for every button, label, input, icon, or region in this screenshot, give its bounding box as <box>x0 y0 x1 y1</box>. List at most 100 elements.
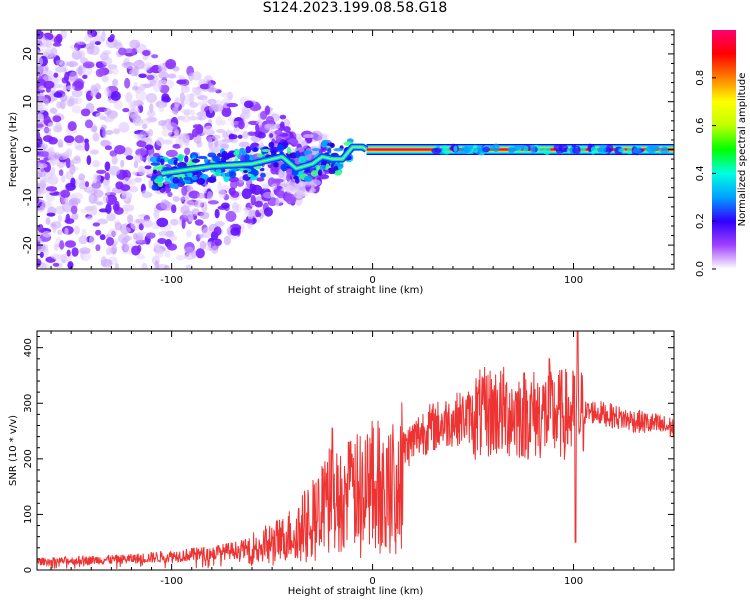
band-speckle <box>471 144 479 154</box>
noise-blob <box>164 265 170 269</box>
noise-blob <box>52 262 60 267</box>
ridge-blob <box>233 151 240 156</box>
band-speckle <box>453 145 458 152</box>
noise-blob <box>136 253 146 260</box>
noise-blob <box>230 227 240 236</box>
noise-blob <box>74 155 81 161</box>
noise-blob <box>166 243 178 251</box>
noise-blob <box>38 85 46 91</box>
snr-x-tick-label: 100 <box>564 576 583 587</box>
noise-blob <box>266 116 275 124</box>
noise-blob <box>209 103 214 114</box>
noise-blob <box>128 186 139 193</box>
noise-blob <box>160 199 170 210</box>
noise-blob <box>262 184 269 190</box>
noise-blob <box>228 134 238 140</box>
spectrogram-x-tick-label: 0 <box>369 275 375 286</box>
noise-blob <box>120 184 131 192</box>
noise-blob <box>39 251 44 258</box>
noise-blob <box>303 133 314 139</box>
noise-blob <box>52 115 62 123</box>
noise-blob <box>136 231 148 236</box>
noise-blob <box>37 184 41 194</box>
noise-blob <box>167 191 173 197</box>
band-speckle <box>488 145 496 151</box>
noise-blob <box>159 84 170 94</box>
noise-blob <box>37 162 44 171</box>
noise-blob <box>270 166 279 175</box>
noise-blob <box>92 173 98 184</box>
noise-blob <box>57 214 62 223</box>
ridge-blob <box>310 170 319 177</box>
noise-blob <box>204 125 214 133</box>
noise-blob <box>70 205 78 215</box>
noise-blob <box>153 152 160 158</box>
noise-blob <box>98 208 109 213</box>
noise-blob <box>279 114 287 120</box>
noise-blob <box>146 110 156 118</box>
noise-blob <box>177 75 186 80</box>
noise-blob <box>208 83 215 90</box>
spectrogram-y-tick-label: 10 <box>21 95 34 109</box>
band-speckle <box>508 146 515 152</box>
noise-blob <box>104 145 113 151</box>
ridge-line-inner <box>161 146 367 175</box>
ridge-blob <box>286 146 292 155</box>
noise-blob <box>228 187 236 196</box>
noise-blob <box>107 228 118 237</box>
noise-blob <box>64 197 69 203</box>
noise-blob <box>37 123 44 128</box>
noise-blob <box>37 196 40 204</box>
noise-blob <box>73 47 78 54</box>
noise-blob <box>157 67 168 73</box>
ridge-blob <box>300 156 310 160</box>
noise-blob <box>139 83 146 92</box>
noise-blob <box>100 256 107 267</box>
noise-blob <box>262 191 275 199</box>
band-speckle <box>543 147 552 156</box>
noise-blob <box>112 128 120 135</box>
noise-blob <box>118 233 130 244</box>
ridge-blob <box>173 159 178 166</box>
noise-blob <box>55 33 63 43</box>
noise-blob <box>100 139 111 147</box>
noise-blob <box>114 262 119 269</box>
noise-blob <box>107 64 118 70</box>
noise-blob <box>280 121 285 129</box>
noise-blob <box>104 161 111 172</box>
noise-blob <box>154 260 160 269</box>
noise-blob <box>164 249 171 258</box>
ridge-blob <box>196 178 206 185</box>
noise-blob <box>298 134 303 145</box>
noise-blob <box>252 104 262 111</box>
noise-blob <box>184 253 196 260</box>
noise-blob <box>211 134 221 140</box>
colorbar-tick-label: 0.0 <box>695 261 706 277</box>
noise-blob <box>37 237 43 242</box>
ridge-blob <box>325 163 330 170</box>
noise-blob <box>53 72 59 78</box>
noise-blob <box>38 93 46 104</box>
noise-blob <box>37 143 41 148</box>
noise-blob <box>226 102 239 108</box>
noise-blob <box>130 178 136 187</box>
noise-blob <box>151 54 159 59</box>
noise-blob <box>132 85 139 91</box>
snr-x-axis-label: Height of straight line (km) <box>288 586 424 597</box>
noise-blob <box>135 90 147 102</box>
noise-blob <box>90 149 99 155</box>
noise-blob <box>221 202 230 209</box>
noise-blob <box>153 241 161 251</box>
noise-blob <box>212 104 224 112</box>
noise-blob <box>154 248 164 259</box>
noise-blob <box>47 137 58 145</box>
noise-blob <box>275 196 280 208</box>
noise-blob <box>195 248 205 259</box>
ridge-blob <box>260 172 266 178</box>
noise-blob <box>129 39 141 49</box>
noise-blob <box>69 164 76 175</box>
noise-blob <box>99 234 106 241</box>
noise-blob <box>141 49 151 56</box>
noise-blob <box>92 222 101 227</box>
noise-blob <box>133 59 145 70</box>
